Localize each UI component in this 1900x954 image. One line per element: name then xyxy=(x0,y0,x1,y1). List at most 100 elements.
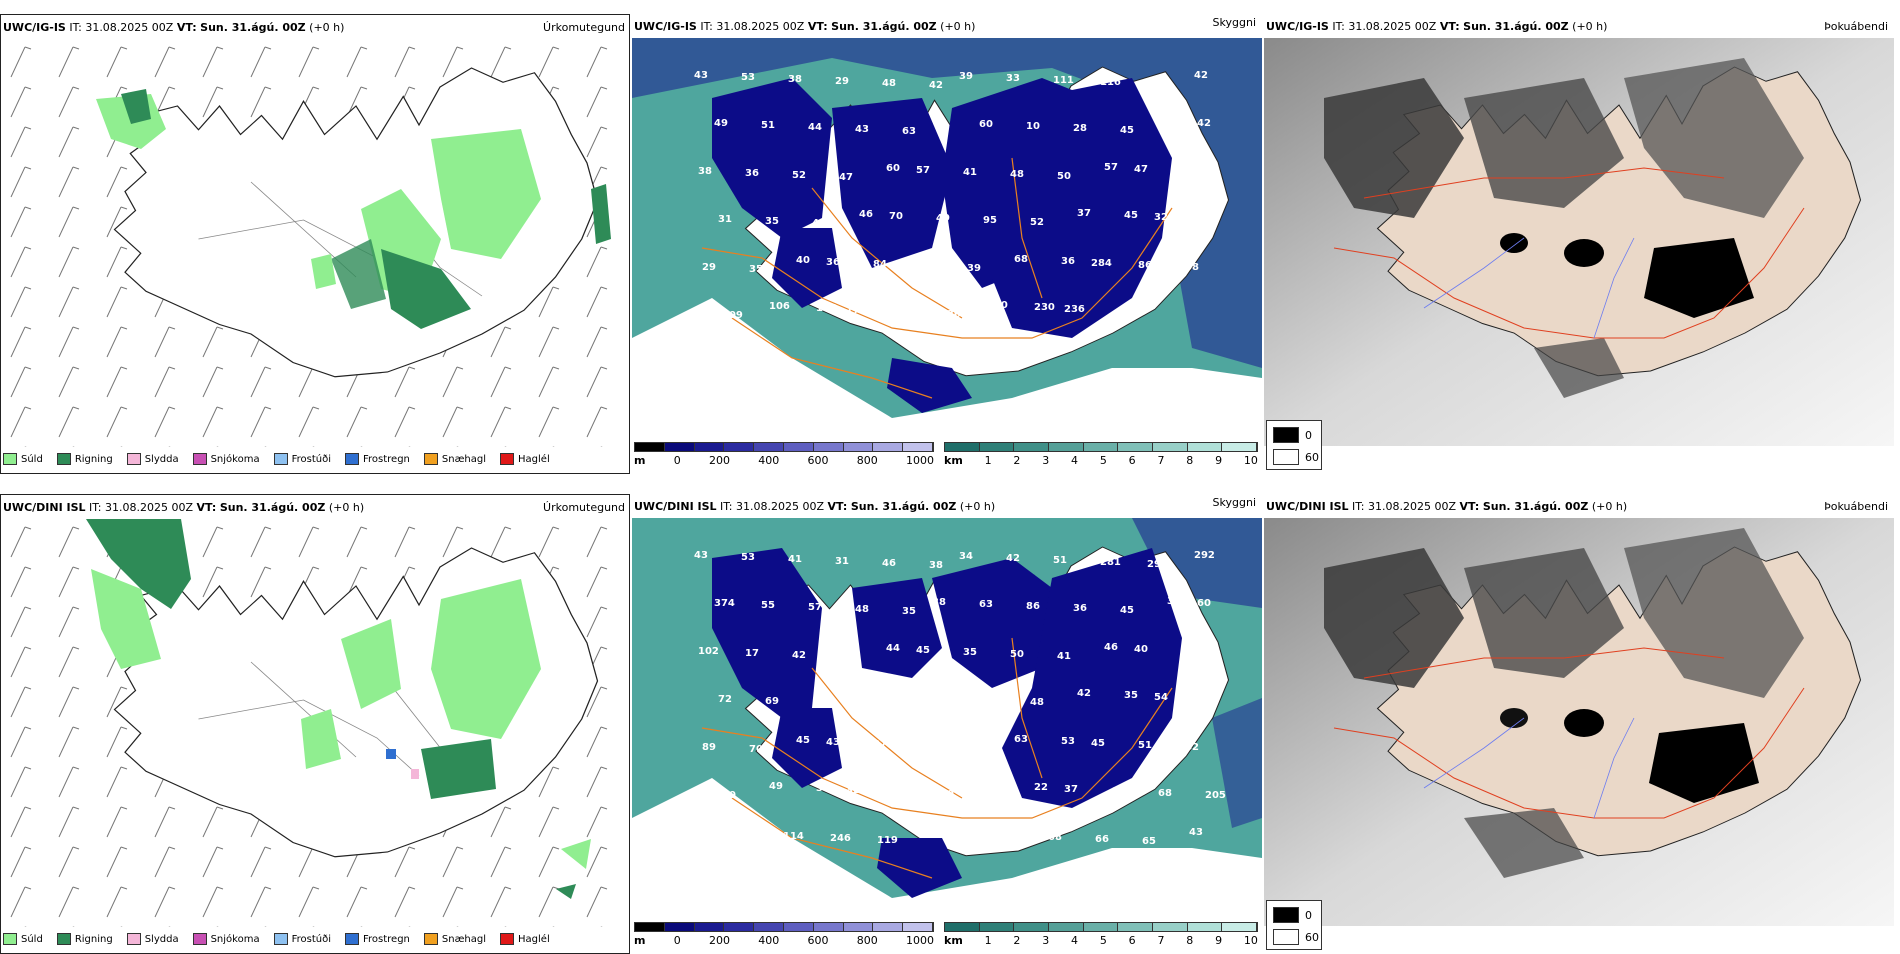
visibility-ticks: km 1 2 3 4 5 6 7 8 9 10 xyxy=(944,454,1258,467)
legend-swatch xyxy=(273,933,288,945)
cloud-base-value: 39 xyxy=(967,263,981,274)
colorbar-step xyxy=(1014,923,1050,931)
cloud-base-value: 63 xyxy=(902,126,916,137)
cloud-base-scale: m 0 200 400 600 800 1000 xyxy=(634,442,934,470)
fog-legend: 0 60 xyxy=(1266,420,1322,470)
cloud-base-ticks: m 0 200 400 600 800 1000 xyxy=(634,934,934,947)
colorbar-step xyxy=(945,923,980,931)
lead-time: (+0 h) xyxy=(959,500,996,513)
cloud-base-value: 292 xyxy=(1194,550,1215,561)
cloud-base-value: 236 xyxy=(1064,304,1085,315)
fog-legend-swatch xyxy=(1273,449,1299,465)
panel-header: UWC/DINI ISL IT: 31.08.2025 00Z VT: Sun.… xyxy=(1264,498,1892,516)
colorbar-step xyxy=(754,923,784,931)
model-name: UWC/IG-IS xyxy=(1266,20,1329,33)
colorbar-step xyxy=(783,923,814,931)
legend-item: Slydda xyxy=(126,453,179,465)
fog-index-map xyxy=(1264,518,1894,926)
lead-time: (+0 h) xyxy=(309,21,345,34)
colorbar-step xyxy=(813,443,844,451)
init-time: IT: 31.08.2025 00Z xyxy=(1352,500,1457,513)
cloud-base-value: 102 xyxy=(698,646,719,657)
model-name: UWC/IG-IS xyxy=(3,21,66,34)
cloud-base-value: 86 xyxy=(1138,260,1152,271)
cloud-base-value: 41 xyxy=(963,167,977,178)
cloud-base-value: 38 xyxy=(788,74,802,85)
cloud-base-value: 48 xyxy=(882,78,896,89)
cloud-base-value: 48 xyxy=(1010,169,1024,180)
cloud-base-value: 68 xyxy=(1158,788,1172,799)
colorbar-step xyxy=(979,923,1015,931)
legend-swatch xyxy=(500,933,515,945)
legend-swatch xyxy=(345,933,359,945)
legend-swatch xyxy=(3,933,17,945)
colorbar-step xyxy=(694,443,725,451)
cloud-base-value: 29 xyxy=(835,76,849,87)
cloud-base-value: 45 xyxy=(1124,210,1138,221)
precip-patches xyxy=(96,89,611,329)
fog-legend-swatch xyxy=(1273,427,1299,443)
legend-swatch xyxy=(500,453,515,465)
cloud-base-colorbar xyxy=(634,442,934,452)
cloud-base-value: 172 xyxy=(893,307,914,318)
colorbar-step xyxy=(945,443,980,451)
cloud-base-value: 46 xyxy=(882,558,896,569)
cloud-base-value: 95 xyxy=(983,215,997,226)
legend-item: Rigning xyxy=(56,453,113,465)
cloud-base-value: 43 xyxy=(1189,827,1203,838)
legend-item: Snjókoma xyxy=(192,933,260,945)
colorbar-step xyxy=(1118,923,1154,931)
cloud-base-value: 86 xyxy=(1026,601,1040,612)
fog-areas xyxy=(1324,528,1804,878)
valid-label: VT: xyxy=(807,20,828,33)
cloud-base-value: 291 xyxy=(1147,559,1168,570)
cloud-base-value: 53 xyxy=(741,552,755,563)
colorbar-step xyxy=(1049,923,1084,931)
precip-type-panel: UWC/DINI ISL IT: 31.08.2025 00Z VT: Sun.… xyxy=(0,494,631,954)
cloud-base-value: 43 xyxy=(826,737,840,748)
init-time: IT: 31.08.2025 00Z xyxy=(1332,20,1437,33)
cloud-base-value: 49 xyxy=(769,781,783,792)
legend-item: Haglél xyxy=(500,933,550,945)
panel-title: Úrkomutegund xyxy=(543,501,625,514)
cloud-base-value: 42 xyxy=(1006,553,1020,564)
colorbar-step xyxy=(783,443,814,451)
cloud-base-value: 117 xyxy=(753,829,774,840)
cloud-base-value: 35 xyxy=(902,606,916,617)
cloud-base-value: 33 xyxy=(816,783,830,794)
precip-legend: Súld Rigning Slydda Snjókoma Frostúði Fr… xyxy=(3,449,550,469)
cloud-base-value: 51 xyxy=(761,120,775,131)
cloud-base-areas xyxy=(712,548,1182,898)
cloud-base-value: 45 xyxy=(1091,738,1105,749)
init-time: IT: 31.08.2025 00Z xyxy=(720,500,825,513)
colorbar-step xyxy=(694,923,725,931)
panel-header: UWC/IG-IS IT: 31.08.2025 00Z VT: Sun. 31… xyxy=(1,19,629,37)
colorbar-step xyxy=(1222,923,1258,931)
colorbar-step xyxy=(1153,923,1188,931)
cloud-base-value: 202 xyxy=(1147,79,1168,90)
legend-item: Snjókoma xyxy=(192,453,260,465)
cloud-base-value: 119 xyxy=(877,835,898,846)
panel-title: Skyggni xyxy=(1212,496,1256,509)
cloud-base-value: 40 xyxy=(1134,644,1148,655)
cloud-base-value: 49 xyxy=(1181,646,1195,657)
cloud-base-value: 36 xyxy=(745,168,759,179)
cloud-base-value: 63 xyxy=(893,787,907,798)
cloud-base-value: 38 xyxy=(698,166,712,177)
cloud-base-value: 84 xyxy=(873,259,887,270)
cloud-base-value: 46 xyxy=(859,209,873,220)
cloud-base-map: 43 53 38 29 48 42 39 33 111 116 202 42 49 51 44 43 63 76 6… xyxy=(632,38,1262,446)
cloud-base-scale: m 0 200 400 600 800 1000 xyxy=(634,922,934,950)
colorbar-step xyxy=(1187,443,1223,451)
cloud-base-value: 60 xyxy=(886,163,900,174)
cloud-base-value: 76 xyxy=(932,117,946,128)
panel-title: Þokuábendi xyxy=(1824,20,1888,33)
cloud-base-value: 33 xyxy=(1006,73,1020,84)
cloud-base-value: 60 xyxy=(722,790,736,801)
precip-type-panel: UWC/IG-IS IT: 31.08.2025 00Z VT: Sun. 31… xyxy=(0,14,631,474)
visibility-scale: km 1 2 3 4 5 6 7 8 9 10 xyxy=(944,442,1258,470)
cloud-base-value: 49 xyxy=(936,213,950,224)
lead-time: (+0 h) xyxy=(940,20,976,33)
cloud-base-value: 36 xyxy=(1073,603,1087,614)
cloud-base-value: 68 xyxy=(1048,832,1062,843)
